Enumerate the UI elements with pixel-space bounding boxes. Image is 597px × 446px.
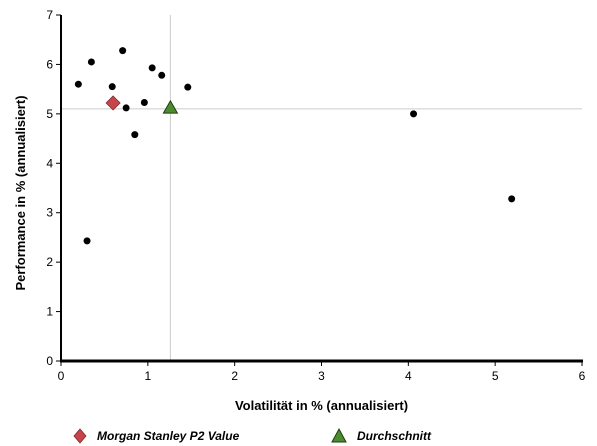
y-tick-label: 4 [46, 156, 53, 170]
data-point [184, 83, 192, 91]
average-point-triangle [162, 99, 179, 114]
x-tick-label: 1 [144, 369, 151, 383]
y-tick-label: 7 [46, 8, 53, 22]
x-axis-title: Volatilität in % (annualisiert) [235, 398, 408, 413]
x-axis-ticks: 0 1 2 3 4 5 6 [58, 361, 586, 383]
y-tick-label: 1 [46, 305, 53, 319]
data-point [108, 83, 116, 91]
legend-label-highlight: Morgan Stanley P2 Value [97, 429, 240, 443]
data-points [74, 47, 516, 245]
y-axis-title: Performance in % (annualisiert) [13, 95, 28, 290]
y-tick-label: 0 [46, 354, 53, 368]
y-axis-ticks: 0 1 2 3 4 5 6 7 [46, 8, 61, 368]
data-point [131, 131, 139, 139]
data-point [158, 71, 166, 79]
y-tick-label: 6 [46, 57, 53, 71]
x-tick-label: 4 [405, 369, 412, 383]
legend-label-average: Durchschnitt [357, 429, 432, 443]
data-point [83, 237, 91, 245]
x-tick-label: 5 [492, 369, 499, 383]
reference-lines [61, 15, 582, 361]
x-tick-label: 2 [231, 369, 238, 383]
plot-axes [60, 15, 583, 363]
data-point [119, 47, 127, 55]
data-point [87, 58, 95, 66]
y-tick-label: 2 [46, 255, 53, 269]
y-tick-label: 3 [46, 206, 53, 220]
data-point [74, 80, 82, 88]
data-point [122, 104, 130, 112]
data-point [140, 98, 148, 106]
x-tick-label: 3 [318, 369, 325, 383]
legend-diamond-icon [73, 428, 87, 444]
legend-triangle-icon [331, 427, 347, 443]
data-point [410, 110, 418, 118]
data-point [148, 64, 156, 72]
highlight-point-diamond [105, 95, 121, 111]
legend: Morgan Stanley P2 Value Durchschnitt [73, 427, 432, 444]
x-tick-label: 0 [58, 369, 65, 383]
y-tick-label: 5 [46, 107, 53, 121]
x-tick-label: 6 [579, 369, 586, 383]
data-point [508, 195, 516, 203]
